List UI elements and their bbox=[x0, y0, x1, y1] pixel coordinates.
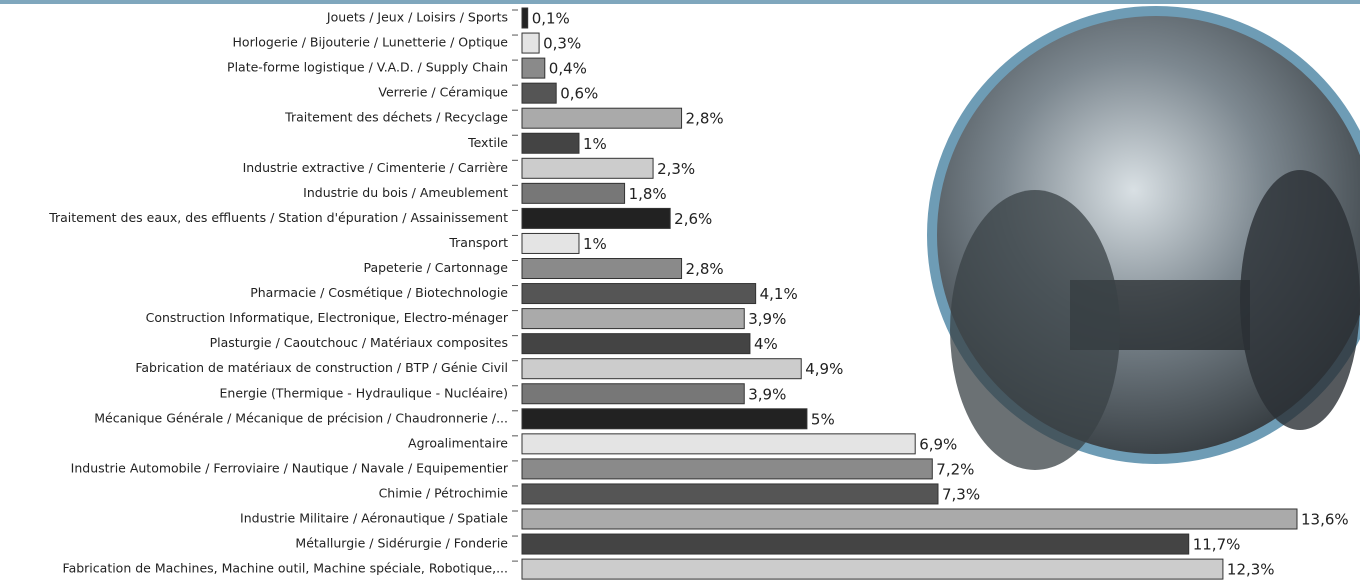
value-label: 3,9% bbox=[748, 310, 786, 328]
bar bbox=[522, 158, 653, 178]
bar bbox=[522, 284, 756, 304]
bar bbox=[522, 559, 1223, 579]
top-rule bbox=[0, 0, 1360, 4]
bar bbox=[522, 359, 801, 379]
bar bbox=[522, 33, 539, 53]
bar bbox=[522, 409, 807, 429]
value-label: 5% bbox=[811, 410, 835, 428]
category-label: Plasturgie / Caoutchouc / Matériaux comp… bbox=[210, 335, 508, 350]
value-label: 0,3% bbox=[543, 35, 581, 53]
photo-shape bbox=[1240, 170, 1360, 430]
category-label: Verrerie / Céramique bbox=[378, 85, 508, 100]
bar bbox=[522, 83, 556, 103]
value-label: 13,6% bbox=[1301, 511, 1349, 529]
value-label: 2,6% bbox=[674, 210, 712, 228]
value-label: 0,6% bbox=[560, 85, 598, 103]
value-label: 1% bbox=[583, 135, 607, 153]
value-label: 2,8% bbox=[686, 260, 724, 278]
bar bbox=[522, 208, 670, 228]
category-label: Industrie du bois / Ameublement bbox=[303, 185, 508, 200]
bar bbox=[522, 133, 579, 153]
bar bbox=[522, 509, 1297, 529]
bar bbox=[522, 459, 932, 479]
bar bbox=[522, 259, 682, 279]
category-label: Energie (Thermique - Hydraulique - Nuclé… bbox=[220, 385, 508, 400]
category-label: Chimie / Pétrochimie bbox=[379, 485, 509, 500]
value-label: 1% bbox=[583, 235, 607, 253]
value-label: 12,3% bbox=[1227, 561, 1275, 579]
bar bbox=[522, 534, 1189, 554]
bar bbox=[522, 8, 528, 28]
category-label: Traitement des eaux, des effluents / Sta… bbox=[48, 210, 508, 225]
category-label: Jouets / Jeux / Loisirs / Sports bbox=[326, 10, 508, 25]
category-label: Fabrication de Machines, Machine outil, … bbox=[63, 561, 508, 576]
value-label: 0,4% bbox=[549, 60, 587, 78]
value-label: 7,2% bbox=[936, 460, 974, 478]
value-label: 7,3% bbox=[942, 485, 980, 503]
bar bbox=[522, 384, 744, 404]
category-label: Papeterie / Cartonnage bbox=[363, 260, 508, 275]
bar bbox=[522, 183, 625, 203]
value-label: 4,9% bbox=[805, 360, 843, 378]
category-label: Textile bbox=[467, 135, 508, 150]
category-label: Traitement des déchets / Recyclage bbox=[284, 110, 508, 125]
value-label: 2,8% bbox=[686, 110, 724, 128]
bar bbox=[522, 233, 579, 253]
bar bbox=[522, 434, 915, 454]
category-label: Horlogerie / Bijouterie / Lunetterie / O… bbox=[233, 35, 509, 50]
value-label: 11,7% bbox=[1193, 536, 1241, 554]
value-label: 6,9% bbox=[919, 435, 957, 453]
value-label: 2,3% bbox=[657, 160, 695, 178]
category-label: Agroalimentaire bbox=[408, 435, 508, 450]
bar bbox=[522, 309, 744, 329]
category-label: Pharmacie / Cosmétique / Biotechnologie bbox=[250, 285, 508, 300]
value-label: 3,9% bbox=[748, 385, 786, 403]
category-label: Plate-forme logistique / V.A.D. / Supply… bbox=[227, 60, 508, 75]
category-label: Métallurgie / Sidérurgie / Fonderie bbox=[295, 536, 508, 551]
category-label: Fabrication de matériaux de construction… bbox=[135, 360, 508, 375]
bar bbox=[522, 108, 682, 128]
category-label: Industrie Automobile / Ferroviaire / Nau… bbox=[71, 460, 509, 475]
photo-shape bbox=[950, 190, 1120, 470]
value-label: 4,1% bbox=[760, 285, 798, 303]
bar bbox=[522, 334, 750, 354]
chart: Jouets / Jeux / Loisirs / Sports 0,1% Horl… bbox=[0, 0, 1360, 580]
category-label: Transport bbox=[448, 235, 508, 250]
value-label: 1,8% bbox=[629, 185, 667, 203]
category-label: Industrie extractive / Cimenterie / Carr… bbox=[243, 160, 509, 175]
bar bbox=[522, 58, 545, 78]
bar bbox=[522, 484, 938, 504]
photo bbox=[932, 11, 1360, 470]
value-label: 4% bbox=[754, 335, 778, 353]
category-label: Mécanique Générale / Mécanique de précis… bbox=[94, 410, 508, 425]
value-label: 0,1% bbox=[532, 10, 570, 28]
category-label: Construction Informatique, Electronique,… bbox=[146, 310, 509, 325]
page: {"chart_data": { "type": "bar", "orienta… bbox=[0, 0, 1360, 580]
category-label: Industrie Militaire / Aéronautique / Spa… bbox=[240, 511, 508, 526]
